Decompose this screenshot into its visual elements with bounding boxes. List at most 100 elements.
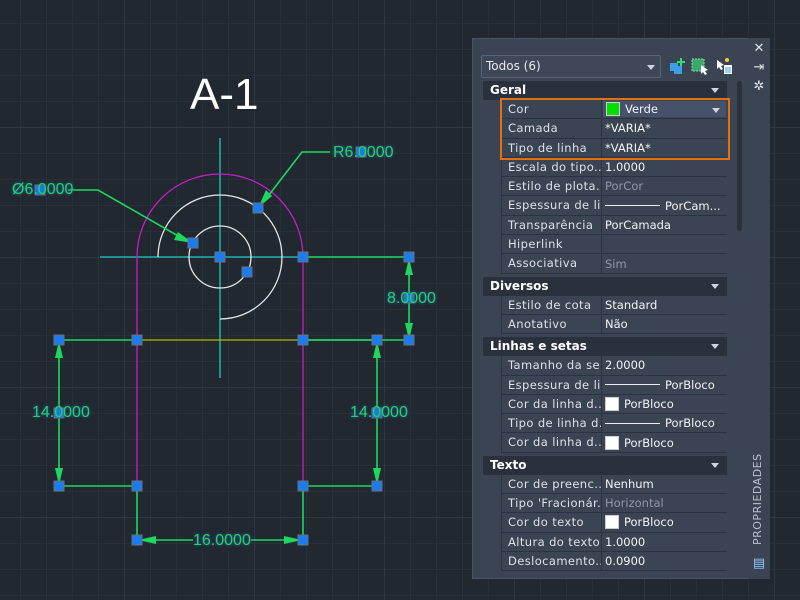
- property-value-cell[interactable]: PorBloco: [602, 414, 727, 432]
- grip-handle[interactable]: [297, 480, 309, 492]
- property-row[interactable]: Tipo de linha *VARIA*: [501, 138, 727, 158]
- section-header-texto[interactable]: Texto: [483, 455, 727, 475]
- section-header-linhas-e-setas[interactable]: Linhas e setas: [483, 337, 727, 357]
- color-swatch: [605, 515, 619, 530]
- inner-circle[interactable]: [188, 225, 252, 289]
- grip-handle[interactable]: [403, 292, 415, 304]
- property-value-cell[interactable]: PorCor: [602, 177, 727, 195]
- grip-handle[interactable]: [252, 202, 264, 214]
- vertical-scrollbar[interactable]: [737, 81, 742, 231]
- property-row[interactable]: Altura do texto 1.0000: [501, 532, 727, 552]
- property-row[interactable]: Deslocamento... 0.0900: [501, 551, 727, 572]
- property-row[interactable]: Hiperlink: [501, 235, 727, 255]
- section-header-diversos[interactable]: Diversos: [483, 276, 727, 296]
- property-row[interactable]: Associativa Sim: [501, 254, 727, 274]
- grip-handle[interactable]: [297, 534, 309, 546]
- dim-text-radius[interactable]: R6.0000: [333, 144, 394, 161]
- property-value-cell[interactable]: PorCam...: [602, 196, 727, 214]
- property-value-cell[interactable]: PorCamada: [602, 216, 727, 234]
- collapse-icon[interactable]: [711, 344, 719, 350]
- dim-text-14-left[interactable]: 14.0000: [32, 404, 90, 421]
- property-value: PorBloco: [624, 397, 674, 411]
- property-row[interactable]: Estilo de cota Standard: [501, 295, 727, 315]
- section-header-geral[interactable]: Geral: [483, 81, 727, 100]
- dim-text-diameter[interactable]: Ø6.0000: [12, 181, 74, 198]
- leader-diameter[interactable]: [68, 189, 181, 238]
- property-value-cell[interactable]: PorBloco: [602, 395, 727, 413]
- property-value-cell[interactable]: Sim: [602, 254, 727, 272]
- property-row[interactable]: Espessura de li... PorBloco: [501, 375, 727, 395]
- property-row[interactable]: Escala do tipo... 1.0000: [501, 157, 727, 178]
- grip-handle[interactable]: [297, 251, 309, 263]
- property-value-cell[interactable]: Horizontal: [602, 494, 727, 512]
- dim-text-16[interactable]: 16.0000: [193, 532, 251, 550]
- property-row[interactable]: Transparência PorCamada: [501, 215, 727, 236]
- property-value-cell[interactable]: PorBloco: [602, 513, 727, 531]
- outline-arc[interactable]: [136, 173, 304, 486]
- property-value-cell[interactable]: Não: [602, 315, 727, 333]
- property-value-cell[interactable]: *VARIA*: [602, 119, 727, 137]
- property-row[interactable]: Cor Verde: [501, 100, 727, 120]
- grip-handle[interactable]: [214, 251, 226, 263]
- grip-handle[interactable]: [53, 480, 65, 492]
- property-row[interactable]: Cor da linha d... PorBloco: [501, 433, 727, 453]
- property-value-cell[interactable]: *VARIA*: [602, 139, 727, 157]
- grip-handle[interactable]: [131, 334, 143, 346]
- property-row[interactable]: Cor de preenc... Nenhum: [501, 474, 727, 495]
- selection-dropdown[interactable]: Todos (6): [481, 55, 661, 78]
- grip-handle[interactable]: [131, 534, 143, 546]
- grip-handle[interactable]: [403, 251, 415, 263]
- toggle-pickadd-icon[interactable]: [715, 57, 733, 75]
- settings-icon[interactable]: ✲: [753, 79, 765, 94]
- grip-handle[interactable]: [403, 334, 415, 346]
- leader-radius[interactable]: [261, 151, 330, 205]
- grip-handle[interactable]: [355, 146, 367, 158]
- property-row[interactable]: Camada *VARIA*: [501, 119, 727, 139]
- property-value-cell[interactable]: Standard: [602, 296, 727, 314]
- property-name: Associativa: [502, 254, 602, 273]
- select-objects-icon[interactable]: [691, 57, 709, 75]
- drawing-title[interactable]: A-1: [190, 70, 259, 119]
- property-row[interactable]: Tipo 'Fracionár... Horizontal: [501, 494, 727, 514]
- property-row[interactable]: Tipo de linha d... PorBloco: [501, 414, 727, 434]
- property-value-cell[interactable]: 1.0000: [602, 533, 727, 551]
- grip-handle[interactable]: [53, 334, 65, 346]
- property-row[interactable]: Anotativo Não: [501, 314, 727, 335]
- grip-handle[interactable]: [53, 407, 65, 419]
- grip-handle[interactable]: [241, 266, 253, 278]
- middle-arc[interactable]: [157, 194, 283, 320]
- property-value-cell[interactable]: 2.0000: [602, 356, 727, 374]
- property-row[interactable]: Tamanho da se... 2.0000: [501, 356, 727, 376]
- collapse-icon[interactable]: [711, 462, 719, 468]
- property-row[interactable]: Cor da linha d... PorBloco: [501, 394, 727, 415]
- grip-handle[interactable]: [371, 407, 383, 419]
- grip-handle[interactable]: [297, 334, 309, 346]
- property-value-cell[interactable]: PorBloco: [602, 376, 727, 394]
- property-value-cell[interactable]: Verde: [603, 101, 726, 118]
- section-title: Texto: [490, 457, 527, 472]
- property-name: Espessura de li...: [502, 196, 602, 215]
- property-value-cell[interactable]: [602, 235, 727, 253]
- dim-text-14-right[interactable]: 14.0000: [350, 404, 408, 421]
- auto-hide-icon[interactable]: ⇥: [753, 60, 765, 75]
- property-value: PorBloco: [665, 416, 715, 431]
- close-icon[interactable]: ✕: [753, 41, 765, 56]
- collapse-icon[interactable]: [711, 283, 719, 289]
- dim-text-8[interactable]: 8.0000: [387, 290, 436, 307]
- grip-handle[interactable]: [131, 480, 143, 492]
- property-row[interactable]: Estilo de plota... PorCor: [501, 177, 727, 197]
- property-row[interactable]: Espessura de li... PorCam...: [501, 196, 727, 216]
- property-value-cell[interactable]: PorBloco: [602, 433, 727, 451]
- quick-select-icon[interactable]: [668, 57, 686, 75]
- property-row[interactable]: Cor do texto PorBloco: [501, 513, 727, 533]
- property-value-cell[interactable]: 0.0900: [602, 552, 727, 570]
- chevron-down-icon[interactable]: [712, 108, 720, 113]
- lineweight-sample: [605, 384, 660, 386]
- grip-handle[interactable]: [187, 237, 199, 249]
- grip-handle[interactable]: [371, 480, 383, 492]
- property-value-cell[interactable]: Nenhum: [602, 475, 727, 493]
- grip-handle[interactable]: [371, 334, 383, 346]
- collapse-icon[interactable]: [711, 88, 719, 93]
- grip-handle[interactable]: [34, 184, 46, 196]
- property-value-cell[interactable]: 1.0000: [602, 158, 727, 176]
